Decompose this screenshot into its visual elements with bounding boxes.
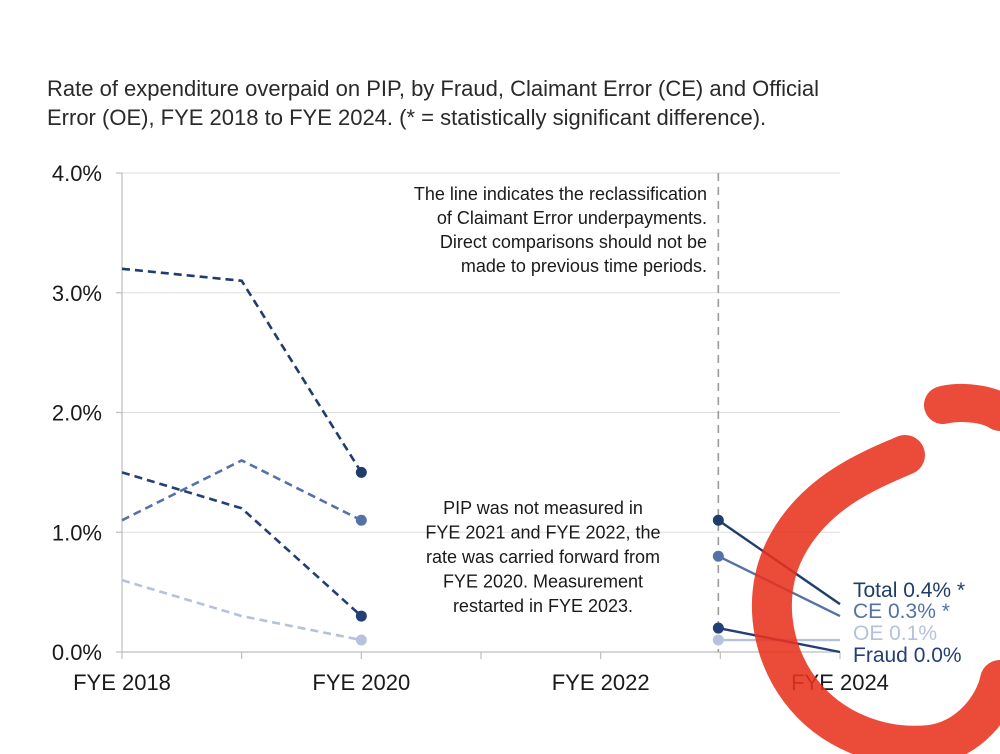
gap-note: PIP was not measured in [443,498,643,518]
series-point-fraud [712,622,724,634]
series-point-oe [712,634,724,646]
end-label-total: Total 0.4% * [853,579,965,602]
y-tick-label: 0.0% [52,640,102,665]
chart-title: Rate of expenditure overpaid on PIP, by … [47,76,819,130]
end-label-ce: CE 0.3% * [853,600,950,623]
annotations: The line indicates the reclassification o… [414,184,707,616]
gap-note: rate was carried forward from [426,547,660,567]
y-tick-label: 4.0% [52,161,102,186]
x-tick-label: FYE 2020 [312,670,410,695]
series [121,267,841,654]
series-line-oe-dashed [121,578,362,642]
chart-title-line: Rate of expenditure overpaid on PIP, by … [47,76,819,101]
axes: 0.0% 1.0% 2.0% 3.0% 4.0% FYE 2018 FYE 2020 FYE … [52,161,889,695]
red-circle-stroke [924,384,1000,431]
y-tick-label: 2.0% [52,401,102,426]
series-line-ce-dashed [121,458,362,522]
x-tick-label: FYE 2022 [552,670,650,695]
gap-note: restarted in FYE 2023. [453,596,633,616]
y-tick-label: 1.0% [52,520,102,545]
series-point-ce [712,550,724,562]
series-point-fraud [355,610,367,622]
end-label-oe: OE 0.1% [853,622,937,645]
series-point-total [355,466,367,478]
x-tick-label: FYE 2018 [73,670,171,695]
reclassification-note: of Claimant Error underpayments. [437,208,707,228]
series-point-total [712,514,724,526]
series-point-ce [355,514,367,526]
gap-note: FYE 2021 and FYE 2022, the [425,523,660,543]
reclassification-note: Direct comparisons should not be [440,232,707,252]
gap-note: FYE 2020. Measurement [443,572,643,592]
reclassification-note: The line indicates the reclassification [414,184,707,204]
end-labels: Total 0.4% *CE 0.3% *OE 0.1%Fraud 0.0% [853,579,965,667]
end-label-fraud: Fraud 0.0% [853,644,962,667]
reclassification-note: made to previous time periods. [461,256,707,276]
series-point-oe [355,634,367,646]
red-circle-overlay [751,384,1000,754]
red-circle-stroke [751,435,1000,754]
y-tick-label: 3.0% [52,281,102,306]
series-line-fraud-dashed [121,471,363,618]
series-line-total-dashed [121,267,363,474]
gridlines [122,172,840,533]
chart-title-line: Error (OE), FYE 2018 to FYE 2024. (* = s… [47,105,766,130]
